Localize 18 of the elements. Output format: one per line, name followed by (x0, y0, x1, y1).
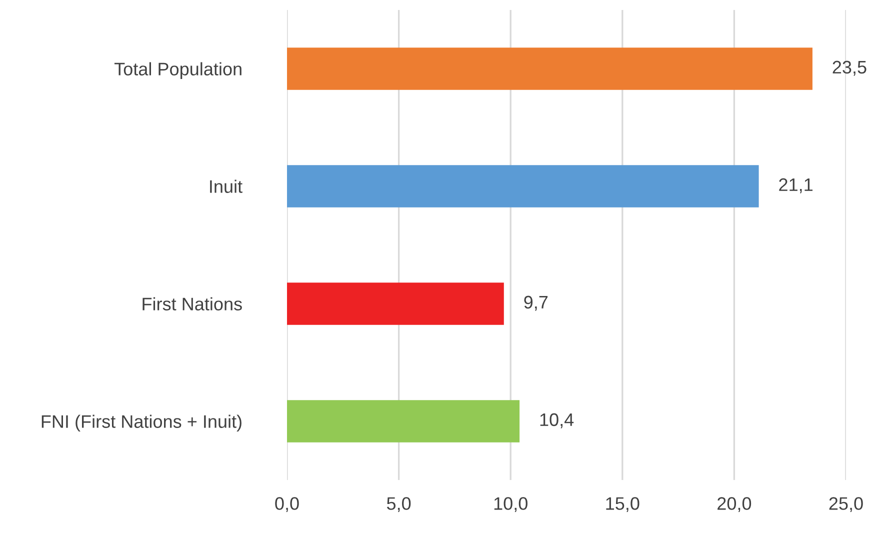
x-tick-label: 0,0 (275, 497, 299, 512)
data-label: 23,5 (832, 60, 866, 76)
y-tick-label: FNI (First Nations + Inuit) (42, 414, 242, 432)
y-tick-label: Inuit (210, 180, 242, 193)
bar (287, 165, 759, 208)
data-label: 21,1 (779, 178, 812, 194)
x-tick-label: 20,0 (718, 497, 752, 512)
x-tick-label: 25,0 (829, 497, 863, 512)
y-tick-label: Total Population (114, 62, 242, 80)
x-tick-label: 10,0 (494, 497, 528, 512)
x-tick-label: 15,0 (606, 497, 640, 512)
bar (287, 48, 812, 90)
data-label: 9,7 (524, 296, 548, 311)
bar (287, 400, 520, 442)
x-tick-label: 5,0 (386, 497, 411, 512)
bar (287, 282, 504, 325)
data-label: 10,4 (540, 413, 574, 428)
y-tick-label: First Nations (142, 297, 242, 310)
